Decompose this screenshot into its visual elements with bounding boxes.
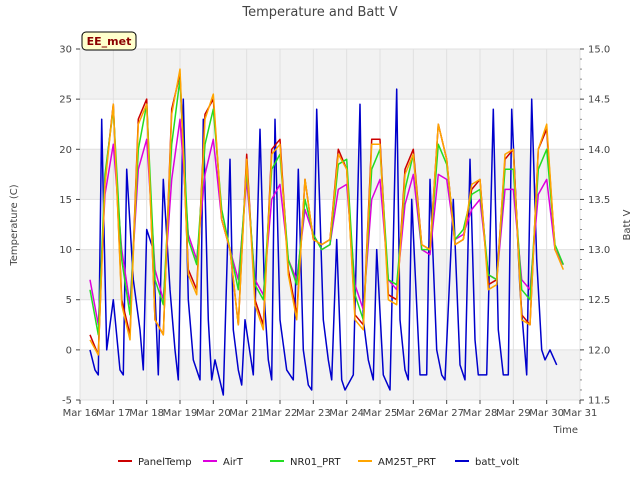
chart-title: Temperature and Batt V <box>241 5 397 20</box>
series-line-AM25T_PRT <box>89 68 564 356</box>
grid-band <box>80 49 580 100</box>
y-tick-label: -5 <box>62 396 72 407</box>
x-tick-label: Mar 24 <box>329 408 364 419</box>
x-tick-label: Mar 20 <box>196 408 231 419</box>
y-tick-label: 0 <box>66 345 72 356</box>
x-tick-label: Mar 26 <box>396 408 431 419</box>
x-tick-label: Mar 23 <box>296 408 331 419</box>
series-layer <box>89 68 564 396</box>
legend-label-batt_volt: batt_volt <box>475 457 519 468</box>
series-line-batt_volt <box>89 88 558 396</box>
y2-tick-label: 12.0 <box>588 345 610 356</box>
legend: PanelTemp AirT NR01_PRT AM25T_PRT batt_volt <box>118 457 519 468</box>
x-tick-label: Mar 19 <box>163 408 198 419</box>
legend-label-NR01_PRT: NR01_PRT <box>290 457 341 468</box>
y-tick-label: 5 <box>66 295 72 306</box>
x-tick-label: Mar 21 <box>229 408 264 419</box>
badge-label: EE_met <box>87 35 132 48</box>
y-tick-label: 10 <box>59 245 72 256</box>
y-axis-left: -5 0 5 10 15 20 25 30 <box>59 45 80 407</box>
y2-tick-label: 14.0 <box>588 145 610 156</box>
x-tick-label: Mar 29 <box>496 408 531 419</box>
x-tick-label: Mar 22 <box>263 408 298 419</box>
y-axis-title: Temperature (C) <box>9 184 20 266</box>
x-tick-label: Mar 16 <box>63 408 98 419</box>
x-tick-label: Mar 27 <box>429 408 464 419</box>
x-axis-title: Time <box>553 425 578 436</box>
x-tick-label: Mar 31 <box>563 408 598 419</box>
legend-label-AirT: AirT <box>223 457 244 468</box>
x-tick-label: Mar 17 <box>96 408 131 419</box>
y-tick-label: 25 <box>59 95 72 106</box>
x-tick-label: Mar 30 <box>529 408 564 419</box>
y2-tick-label: 13.5 <box>588 195 610 206</box>
y2-tick-label: 11.5 <box>588 396 610 407</box>
badge: EE_met <box>81 31 137 51</box>
legend-label-AM25T_PRT: AM25T_PRT <box>378 457 437 468</box>
x-tick-label: Mar 25 <box>363 408 398 419</box>
y-tick-label: 15 <box>59 195 72 206</box>
badge-box <box>81 31 137 51</box>
y2-tick-label: 14.5 <box>588 95 610 106</box>
y2-tick-label: 15.0 <box>588 45 610 56</box>
y2-tick-label: 13.0 <box>588 245 610 256</box>
plot-area <box>79 48 581 401</box>
legend-label-PanelTemp: PanelTemp <box>138 457 192 468</box>
grid-band <box>80 349 580 400</box>
y2-axis-title: Batt V <box>622 209 633 240</box>
y2-tick-label: 12.5 <box>588 295 610 306</box>
y-axis-right: 11.5 12.0 12.5 13.0 13.5 14.0 14.5 15.0 <box>580 45 610 407</box>
y-tick-label: 30 <box>59 45 72 56</box>
x-tick-label: Mar 28 <box>463 408 498 419</box>
x-tick-label: Mar 18 <box>129 408 164 419</box>
y-tick-label: 20 <box>59 145 72 156</box>
